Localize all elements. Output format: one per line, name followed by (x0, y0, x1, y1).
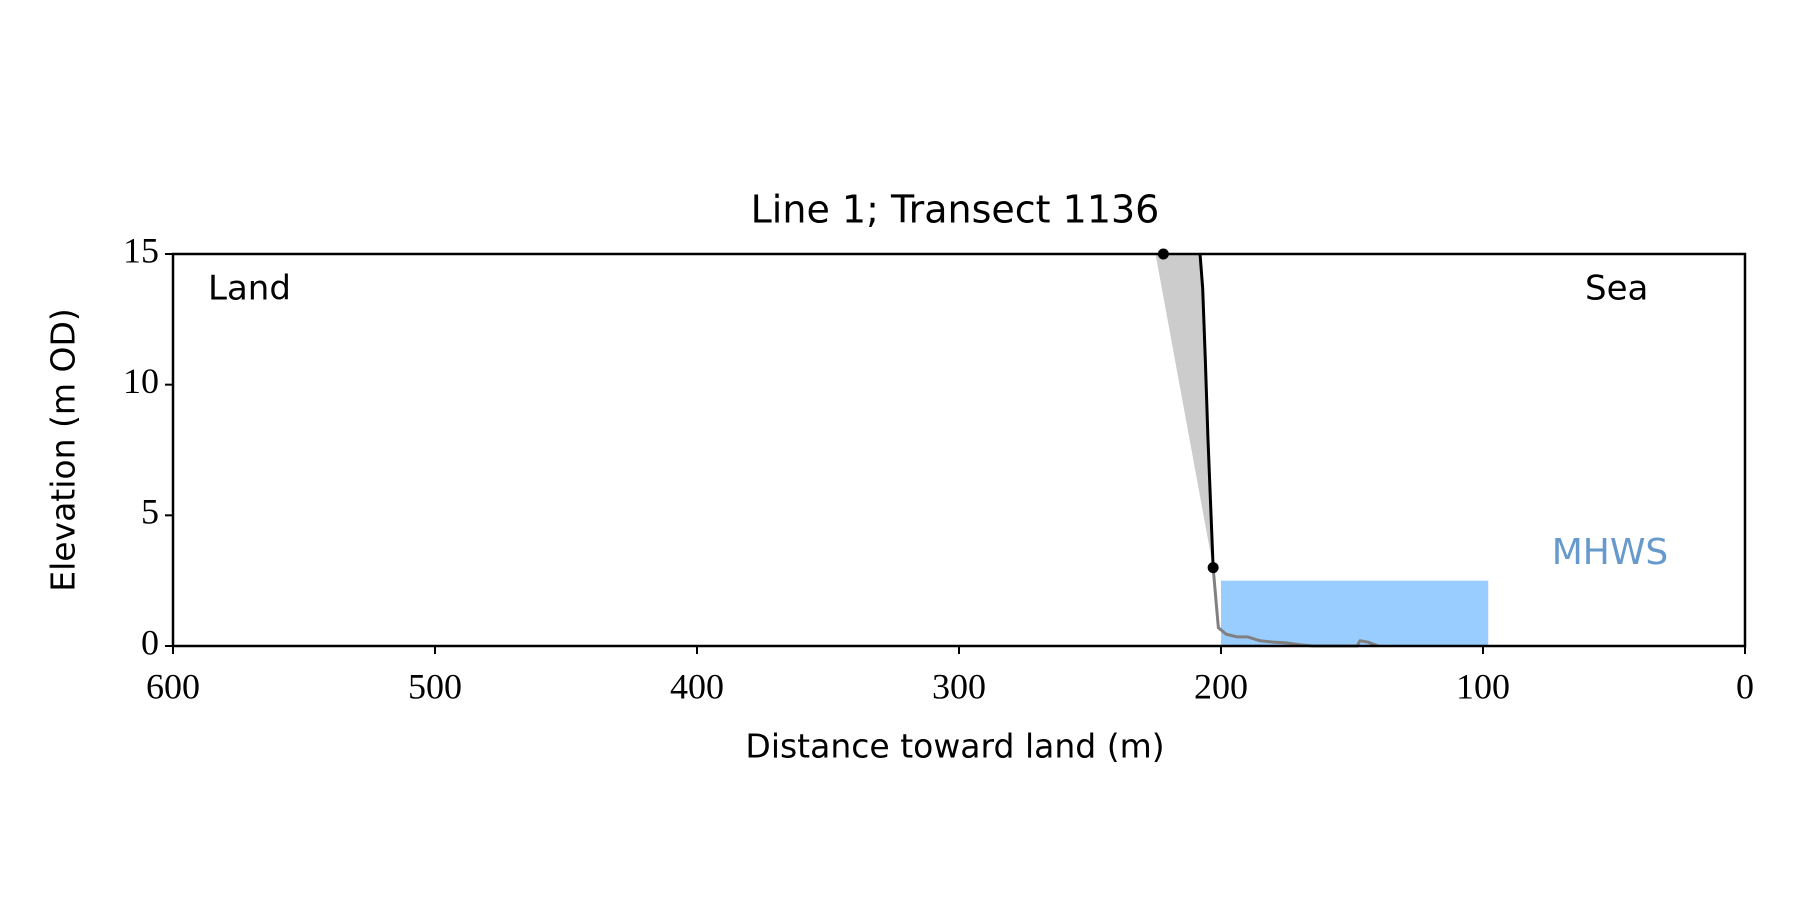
y-axis-label: Elevation (m OD) (44, 308, 83, 592)
y-tick-label: 15 (123, 230, 159, 270)
x-tick-label: 0 (1736, 666, 1754, 706)
x-tick-label: 600 (146, 666, 200, 706)
profile-line (1211, 567, 1379, 648)
y-tick-label: 10 (123, 361, 159, 401)
x-tick-label: 100 (1456, 666, 1510, 706)
annotation: Sea (1585, 269, 1648, 309)
x-tick-label: 300 (932, 666, 986, 706)
y-tick-label: 0 (141, 622, 159, 662)
chart-title: Line 1; Transect 1136 (751, 188, 1160, 232)
y-tick-label: 5 (141, 492, 159, 532)
point (1207, 562, 1219, 574)
x-axis-label: Distance toward land (m) (745, 727, 1164, 766)
profile-line (1198, 253, 1215, 568)
mhws-label: MHWS (1552, 532, 1669, 573)
mhws-band (1221, 580, 1489, 646)
annotation: Land (208, 269, 291, 309)
x-tick-label: 200 (1194, 666, 1248, 706)
axes-frame (171, 252, 1747, 648)
area (1155, 254, 1214, 568)
x-tick-label: 500 (408, 666, 462, 706)
x-tick-label: 400 (670, 666, 724, 706)
